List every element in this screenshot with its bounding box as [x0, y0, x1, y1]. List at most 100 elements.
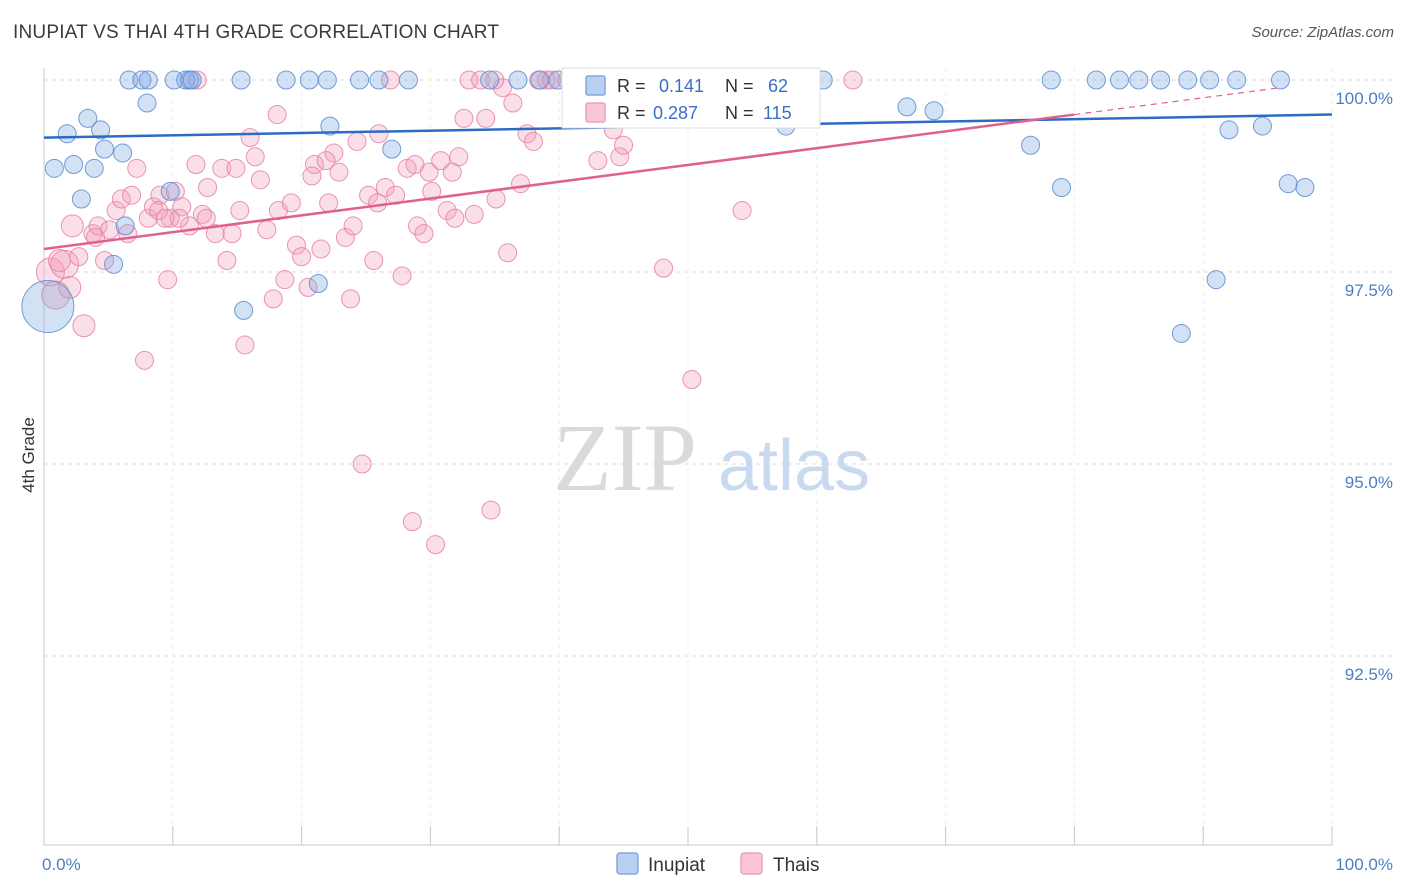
watermark: ZIP atlas	[553, 404, 870, 511]
thais-point-64	[426, 535, 446, 555]
thais-point-47	[329, 162, 349, 182]
thais-point-54	[369, 124, 389, 144]
legend-n-value-inupiat: 62	[768, 76, 788, 96]
bottom-legend-swatch-inupiat	[616, 852, 639, 875]
thais-point-103	[196, 208, 216, 228]
inupiat-point-48	[1129, 70, 1149, 90]
thais-point-78	[503, 93, 523, 113]
thais-point-75	[486, 189, 506, 209]
bottom-legend-swatch-thais	[740, 852, 763, 875]
thais-point-68	[449, 147, 469, 167]
thais-point-65	[431, 151, 451, 171]
thais-point-26	[205, 224, 225, 244]
inupiat-point-15	[138, 70, 158, 90]
thais-point-4	[69, 247, 89, 267]
thais-point-39	[281, 193, 301, 213]
thais-point-49	[341, 289, 361, 309]
watermark-atlas: atlas	[718, 426, 870, 506]
thais-point-71	[464, 204, 484, 224]
stats-legend: R = 0.141 N = 62 R = 0.287 N = 115	[561, 67, 821, 129]
y-tick-labels: 100.0% 97.5% 95.0% 92.5%	[1335, 89, 1393, 684]
x-tick-label-min: 0.0%	[42, 855, 81, 874]
thais-point-48	[335, 227, 355, 247]
thais-point-31	[235, 335, 255, 355]
bottom-legend-label-thais: Thais	[773, 855, 819, 876]
watermark-zip: ZIP	[553, 404, 697, 511]
thais-point-7	[88, 216, 108, 236]
chart-title: INUPIAT VS THAI 4TH GRADE CORRELATION CH…	[13, 22, 500, 43]
inupiat-point-13	[132, 70, 152, 90]
thais-point-69	[454, 108, 474, 128]
thais-point-62	[414, 224, 434, 244]
inupiat-point-11	[115, 216, 135, 236]
thais-point-14	[134, 350, 154, 370]
inupiat-point-14	[137, 93, 157, 113]
thais-point-13	[127, 158, 147, 178]
thais-point-70	[459, 70, 479, 90]
inupiat-point-26	[317, 70, 337, 90]
thais-point-1	[41, 280, 71, 310]
inupiat-point-5	[78, 108, 98, 128]
thais-point-41	[292, 247, 312, 267]
thais-point-21	[172, 197, 192, 217]
inupiat-point-50	[1171, 323, 1191, 343]
inupiat-point-32	[480, 70, 500, 90]
inupiat-point-7	[91, 120, 111, 140]
thais-point-15	[138, 208, 158, 228]
inupiat-point-21	[231, 70, 251, 90]
inupiat-point-41	[897, 97, 917, 117]
inupiat-point-22	[234, 300, 254, 320]
legend-r-label-inupiat: R =	[617, 76, 646, 96]
inupiat-point-56	[1252, 116, 1272, 136]
thais-point-43	[304, 154, 324, 174]
thais-point-50	[347, 131, 367, 151]
thais-point-84	[541, 70, 561, 90]
thais-point-25	[198, 178, 218, 198]
thais-point-46	[324, 143, 344, 163]
thais-point-74	[481, 500, 501, 520]
inupiat-point-33	[508, 70, 528, 90]
thais-point-23	[186, 154, 206, 174]
thais-point-77	[498, 243, 518, 263]
inupiat-point-6	[84, 158, 104, 178]
thais-point-11	[111, 189, 131, 209]
thais-point-24	[192, 204, 212, 224]
inupiat-point-59	[1270, 70, 1290, 90]
thais-point-116	[155, 208, 175, 228]
thais-point-90	[614, 135, 634, 155]
thais-point-0	[35, 257, 65, 287]
inupiat-point-12	[119, 70, 139, 90]
legend-r-value-thais: 0.287	[653, 103, 698, 123]
thais-point-94	[732, 201, 752, 221]
inupiat-point-4	[71, 189, 91, 209]
thais-point-35	[257, 220, 277, 240]
legend-r-label-thais: R =	[617, 103, 646, 123]
thais-point-99	[485, 70, 505, 90]
inupiat-point-28	[350, 70, 370, 90]
thais-point-104	[267, 105, 287, 125]
inupiat-point-45	[1052, 178, 1072, 198]
thais-point-108	[405, 154, 425, 174]
grid-lines	[44, 68, 1392, 845]
legend-n-label-inupiat: N =	[725, 76, 754, 96]
series-legend: Inupiat Thais	[616, 852, 819, 876]
legend-swatch-inupiat	[585, 75, 606, 96]
inupiat-point-29	[369, 70, 389, 90]
thais-point-79	[511, 174, 531, 194]
inupiat-point-49	[1151, 70, 1171, 90]
inupiat-point-53	[1206, 270, 1226, 290]
inupiat-point-44	[1041, 70, 1061, 90]
thais-trend-extension	[1074, 87, 1281, 116]
thais-point-112	[149, 201, 169, 221]
inupiat-point-16	[160, 181, 180, 201]
thais-point-105	[316, 151, 336, 171]
inupiat-point-52	[1200, 70, 1220, 90]
thais-point-113	[58, 275, 82, 299]
legend-n-value-thais: 115	[763, 103, 792, 123]
inupiat-point-24	[299, 70, 319, 90]
inupiat-point-2	[57, 124, 77, 144]
thais-point-58	[392, 266, 412, 286]
thais-point-36	[263, 289, 283, 309]
thais-point-81	[523, 131, 543, 151]
